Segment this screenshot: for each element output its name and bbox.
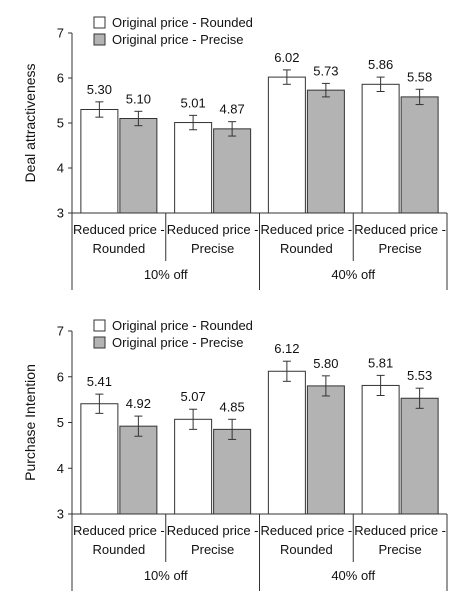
bar [267,76,306,214]
y-tick-label: 7 [57,324,64,339]
data-label: 6.02 [274,50,299,65]
data-label: 5.80 [313,356,338,371]
bar [306,89,345,214]
category-label-line2: Rounded [280,241,333,256]
category-label-line2: Precise [378,241,421,256]
bar [174,122,213,214]
data-label: 5.01 [180,95,205,110]
bar [400,397,439,515]
bar [119,425,158,515]
category-label-line1: Reduced price - [354,222,446,237]
y-tick-label: 6 [57,369,64,384]
bar [400,96,439,214]
y-tick-label: 5 [57,116,64,131]
y-tick-label: 7 [57,26,64,41]
legend-swatch [93,319,106,332]
legend-label: Original price - Rounded [112,318,253,333]
purchase-intention-chart: 3 4 5 6 7 Purchase Intention Reduced price - Ro… [22,318,448,591]
y-tick-label: 3 [57,507,64,522]
category-label-line1: Reduced price - [73,523,165,538]
data-label: 5.58 [407,69,432,84]
category-label-line1: Reduced price - [73,222,165,237]
data-label: 5.81 [368,355,393,370]
group-label: 40% off [331,568,375,583]
group-label: 40% off [331,267,375,282]
category-label-line2: Precise [378,542,421,557]
bar [267,370,306,515]
y-tick-label: 4 [57,461,64,476]
bar [213,428,252,515]
data-label: 5.10 [126,91,151,106]
legend-swatch [93,16,106,29]
category-label-line2: Precise [191,542,234,557]
data-label: 5.86 [368,57,393,72]
y-tick-label: 5 [57,415,64,430]
data-label: 4.92 [126,396,151,411]
bar [306,385,345,515]
bar [119,118,158,214]
data-label: 5.07 [180,389,205,404]
y-tick-label: 4 [57,161,64,176]
bar [361,83,400,214]
data-label: 4.85 [219,399,244,414]
data-label: 5.53 [407,368,432,383]
y-axis-label: Purchase Intention [22,364,38,481]
legend-label: Original price - Precise [112,32,244,47]
data-label: 4.87 [219,102,244,117]
y-axis-label: Deal attractiveness [22,63,38,182]
y-tick-label: 3 [57,206,64,221]
category-label-line2: Rounded [92,241,145,256]
group-label: 10% off [144,568,188,583]
category-label-line2: Precise [191,241,234,256]
bar [80,109,119,214]
category-label-line1: Reduced price - [260,222,352,237]
category-label-line1: Reduced price - [167,523,259,538]
category-label-line2: Rounded [280,542,333,557]
legend-label: Original price - Precise [112,335,244,350]
legend-swatch [93,336,106,349]
category-label-line2: Rounded [92,542,145,557]
bar [213,128,252,214]
bar [174,418,213,515]
data-label: 5.73 [313,63,338,78]
legend-label: Original price - Rounded [112,15,253,30]
y-tick-label: 6 [57,71,64,86]
bar [361,384,400,515]
category-label-line1: Reduced price - [354,523,446,538]
legend-swatch [93,33,106,46]
data-label: 5.41 [87,374,112,389]
category-label-line1: Reduced price - [260,523,352,538]
data-label: 5.30 [87,82,112,97]
category-label-line1: Reduced price - [167,222,259,237]
bar [80,403,119,515]
group-label: 10% off [144,267,188,282]
data-label: 6.12 [274,341,299,356]
